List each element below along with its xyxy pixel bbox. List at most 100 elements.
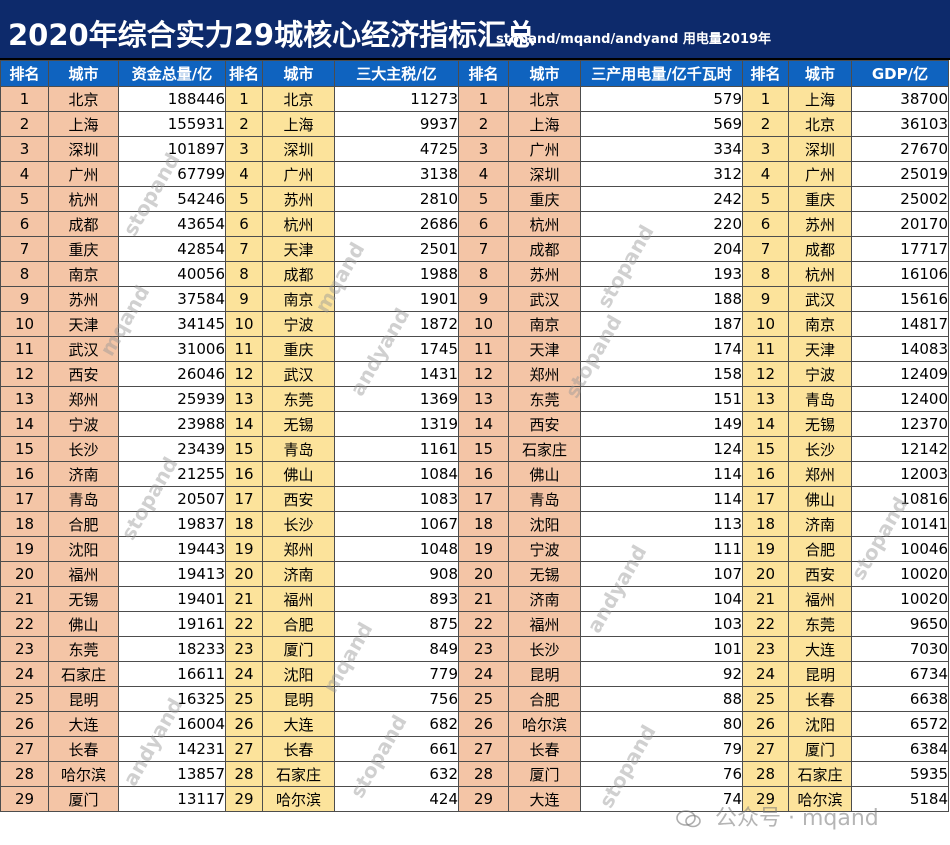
city-cell: 北京: [508, 86, 581, 112]
value-cell: 25939: [118, 386, 226, 412]
rank-cell: 7: [458, 236, 509, 262]
value-cell: 174: [580, 336, 743, 362]
table-row: 28 哈尔滨 13857 28 石家庄 632 28 厦门 76 28 石家庄 5935: [0, 761, 949, 787]
brand-watermark: 公众号 · mqand: [676, 800, 879, 832]
rank-cell: 7: [0, 236, 49, 262]
value-cell: 1084: [334, 461, 459, 487]
city-cell: 青岛: [262, 436, 335, 462]
value-cell: 632: [334, 761, 459, 787]
rank-cell: 11: [225, 336, 263, 362]
rank-cell: 8: [742, 261, 789, 287]
value-cell: 312: [580, 161, 743, 187]
rank-cell: 20: [225, 561, 263, 587]
city-cell: 济南: [508, 586, 581, 612]
city-cell: 成都: [508, 236, 581, 262]
col-header: 城市: [508, 60, 581, 87]
city-cell: 无锡: [262, 411, 335, 437]
col-header: 三大主税/亿: [334, 60, 459, 87]
city-cell: 东莞: [48, 636, 119, 662]
rank-cell: 26: [0, 711, 49, 737]
value-cell: 193: [580, 261, 743, 287]
rank-cell: 1: [0, 86, 49, 112]
rank-cell: 7: [225, 236, 263, 262]
col-header: 城市: [788, 60, 852, 87]
rank-cell: 19: [0, 536, 49, 562]
rank-cell: 4: [225, 161, 263, 187]
rank-cell: 10: [225, 311, 263, 337]
city-cell: 西安: [48, 361, 119, 387]
rank-cell: 10: [0, 311, 49, 337]
value-cell: 101897: [118, 136, 226, 162]
rank-cell: 7: [742, 236, 789, 262]
value-cell: 849: [334, 636, 459, 662]
value-cell: 27670: [851, 136, 949, 162]
city-cell: 杭州: [508, 211, 581, 237]
value-cell: 12409: [851, 361, 949, 387]
value-cell: 20170: [851, 211, 949, 237]
value-cell: 38700: [851, 86, 949, 112]
city-cell: 佛山: [508, 461, 581, 487]
table-row: 12 西安 26046 12 武汉 1431 12 郑州 158 12 宁波 12409: [0, 361, 949, 387]
city-cell: 武汉: [262, 361, 335, 387]
table-row: 29 厦门 13117 29 哈尔滨 424 29 大连 74 29 哈尔滨 5184: [0, 786, 949, 812]
value-cell: 25019: [851, 161, 949, 187]
rank-cell: 9: [458, 286, 509, 312]
city-cell: 上海: [262, 111, 335, 137]
rank-cell: 23: [225, 636, 263, 662]
table-row: 4 广州 67799 4 广州 3138 4 深圳 312 4 广州 25019: [0, 161, 949, 187]
city-cell: 南京: [48, 261, 119, 287]
rank-cell: 13: [742, 386, 789, 412]
rank-cell: 3: [458, 136, 509, 162]
table-body: 1 北京 188446 1 北京 11273 1 北京 579 1 上海 38700 2 上海 155931…: [0, 86, 949, 812]
city-cell: 郑州: [262, 536, 335, 562]
rank-cell: 18: [225, 511, 263, 537]
city-cell: 上海: [508, 111, 581, 137]
value-cell: 6572: [851, 711, 949, 737]
rank-cell: 22: [458, 611, 509, 637]
city-cell: 石家庄: [508, 436, 581, 462]
city-cell: 上海: [788, 86, 852, 112]
rank-cell: 23: [742, 636, 789, 662]
rank-cell: 26: [458, 711, 509, 737]
value-cell: 1048: [334, 536, 459, 562]
city-cell: 哈尔滨: [788, 786, 852, 812]
wechat-icon: [676, 810, 701, 828]
rank-cell: 2: [0, 111, 49, 137]
table-row: 26 大连 16004 26 大连 682 26 哈尔滨 80 26 沈阳 6572: [0, 711, 949, 737]
value-cell: 1872: [334, 311, 459, 337]
rank-cell: 24: [0, 661, 49, 687]
rank-cell: 23: [458, 636, 509, 662]
city-cell: 成都: [788, 236, 852, 262]
value-cell: 107: [580, 561, 743, 587]
rank-cell: 10: [742, 311, 789, 337]
city-cell: 哈尔滨: [508, 711, 581, 737]
city-cell: 大连: [262, 711, 335, 737]
city-cell: 北京: [48, 86, 119, 112]
city-cell: 长沙: [262, 511, 335, 537]
table-row: 16 济南 21255 16 佛山 1084 16 佛山 114 16 郑州 12003: [0, 461, 949, 487]
rank-cell: 28: [458, 761, 509, 787]
city-cell: 广州: [262, 161, 335, 187]
city-cell: 昆明: [788, 661, 852, 687]
city-cell: 苏州: [262, 186, 335, 212]
city-cell: 福州: [262, 586, 335, 612]
city-cell: 北京: [262, 86, 335, 112]
rank-cell: 11: [458, 336, 509, 362]
value-cell: 14817: [851, 311, 949, 337]
value-cell: 37584: [118, 286, 226, 312]
rank-cell: 2: [742, 111, 789, 137]
city-cell: 广州: [788, 161, 852, 187]
rank-cell: 20: [0, 561, 49, 587]
value-cell: 23988: [118, 411, 226, 437]
city-cell: 郑州: [788, 461, 852, 487]
rank-cell: 2: [225, 111, 263, 137]
col-header: 城市: [262, 60, 335, 87]
value-cell: 10020: [851, 586, 949, 612]
value-cell: 2810: [334, 186, 459, 212]
rank-cell: 29: [0, 786, 49, 812]
rank-cell: 22: [742, 611, 789, 637]
city-cell: 宁波: [262, 311, 335, 337]
rank-cell: 16: [0, 461, 49, 487]
value-cell: 92: [580, 661, 743, 687]
rank-cell: 8: [458, 261, 509, 287]
